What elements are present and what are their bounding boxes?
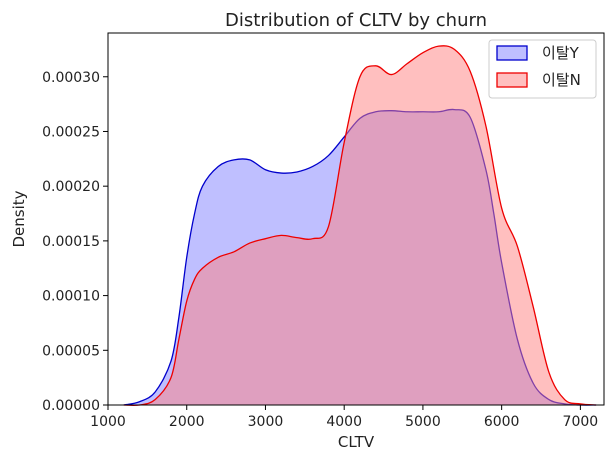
x-axis: 1000 2000 3000 4000 5000 6000 7000 xyxy=(90,405,598,430)
x-tick-label: 5000 xyxy=(405,414,441,430)
plot-frame xyxy=(107,32,605,406)
density-area-churn-no xyxy=(123,45,597,406)
legend-swatch-churn-no xyxy=(496,72,528,88)
y-tick-label: 0.00025 xyxy=(42,124,100,140)
x-tick-label: 1000 xyxy=(90,414,126,430)
chart-title: Distribution of CLTV by churn xyxy=(225,10,487,31)
y-axis: 0.00000 0.00005 0.00010 0.00015 0.00020 0.000… xyxy=(42,70,108,414)
y-tick-label: 0.00000 xyxy=(42,398,100,414)
x-tick-label: 6000 xyxy=(484,414,520,430)
x-tick-label: 7000 xyxy=(563,414,599,430)
legend-swatch-churn-yes xyxy=(496,45,528,61)
series-layer xyxy=(123,45,597,407)
y-tick-label: 0.00020 xyxy=(42,179,100,195)
y-tick-label: 0.00015 xyxy=(42,234,100,250)
density-line-churn-no xyxy=(123,45,597,407)
legend-label-churn-no: 이탈N xyxy=(542,71,581,89)
x-axis-label: CLTV xyxy=(338,433,375,451)
y-axis-label: Density xyxy=(10,190,28,247)
y-tick-label: 0.00010 xyxy=(42,289,100,305)
x-tick-label: 2000 xyxy=(169,414,205,430)
x-tick-label: 4000 xyxy=(326,414,362,430)
y-tick-label: 0.00005 xyxy=(42,343,100,359)
legend-label-churn-yes: 이탈Y xyxy=(542,44,580,62)
y-tick-label: 0.00030 xyxy=(42,70,100,86)
legend: 이탈Y 이탈N xyxy=(488,39,597,99)
x-tick-label: 3000 xyxy=(248,414,284,430)
